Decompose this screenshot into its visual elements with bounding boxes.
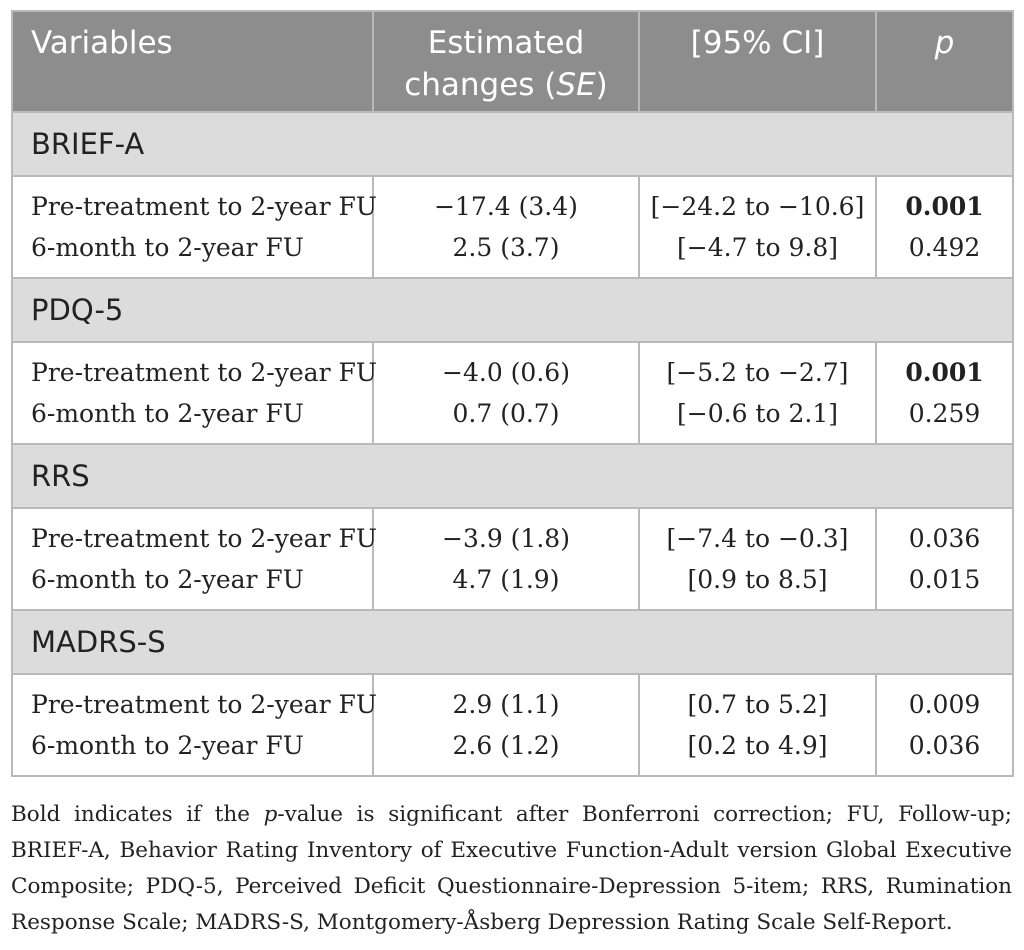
footnote-text-2: -value is significant after Bonferroni c… [11,802,1012,935]
group-row-madrs-s: MADRS-S [11,609,1014,675]
p-cell: 0.036 0.015 [875,507,1014,611]
comparison-label: 6-month to 2-year FU [31,399,304,428]
header-estimated-se: SE [556,67,596,103]
comparison-label: 6-month to 2-year FU [31,731,304,760]
p-value-significant: 0.001 [905,192,984,221]
data-row: Pre-treatment to 2-year FU 6-month to 2-… [11,341,1014,445]
header-row: Variables Estimated changes (SE) [95% CI… [11,10,1014,113]
header-estimated-changes: Estimated changes (SE) [372,10,640,113]
estimate-value: −3.9 (1.8) [442,524,570,553]
comparison-cell: Pre-treatment to 2-year FU 6-month to 2-… [11,341,377,445]
comparison-cell: Pre-treatment to 2-year FU 6-month to 2-… [11,175,377,279]
p-value: 0.492 [908,233,981,262]
ci-cell: [−5.2 to −2.7] [−0.6 to 2.1] [638,341,877,445]
data-row: Pre-treatment to 2-year FU 6-month to 2-… [11,175,1014,279]
estimate-cell: −17.4 (3.4) 2.5 (3.7) [372,175,640,279]
ci-value: [−4.7 to 9.8] [677,233,838,262]
group-row-rrs: RRS [11,443,1014,509]
group-row-pdq-5: PDQ-5 [11,277,1014,343]
group-label: MADRS-S [11,609,1014,675]
header-variables: Variables [11,10,374,113]
results-table: Variables Estimated changes (SE) [95% CI… [11,10,1014,777]
p-cell: 0.001 0.259 [875,341,1014,445]
header-estimated-line1: Estimated [427,25,585,61]
ci-value: [0.7 to 5.2] [687,690,828,719]
ci-value: [−5.2 to −2.7] [666,358,849,387]
p-value: 0.036 [908,731,981,760]
estimate-cell: −4.0 (0.6) 0.7 (0.7) [372,341,640,445]
comparison-cell: Pre-treatment to 2-year FU 6-month to 2-… [11,673,377,777]
ci-value: [−7.4 to −0.3] [666,524,849,553]
ci-cell: [−24.2 to −10.6] [−4.7 to 9.8] [638,175,877,279]
footnote-p-italic: p [263,802,278,827]
group-row-brief-a: BRIEF-A [11,111,1014,177]
results-table-container: Variables Estimated changes (SE) [95% CI… [11,10,1014,777]
ci-cell: [−7.4 to −0.3] [0.9 to 8.5] [638,507,877,611]
comparison-label: Pre-treatment to 2-year FU [31,690,377,719]
p-value: 0.009 [908,690,981,719]
estimate-value: 4.7 (1.9) [452,565,560,594]
estimate-value: −17.4 (3.4) [434,192,578,221]
estimate-value: 2.6 (1.2) [452,731,560,760]
ci-value: [0.9 to 8.5] [687,565,828,594]
estimate-value: −4.0 (0.6) [442,358,570,387]
ci-value: [−0.6 to 2.1] [677,399,838,428]
header-p: p [875,10,1014,113]
p-value-significant: 0.001 [905,358,984,387]
group-label: PDQ-5 [11,277,1014,343]
group-label: RRS [11,443,1014,509]
data-row: Pre-treatment to 2-year FU 6-month to 2-… [11,673,1014,777]
comparison-cell: Pre-treatment to 2-year FU 6-month to 2-… [11,507,377,611]
comparison-label: Pre-treatment to 2-year FU [31,192,377,221]
header-p-text: p [934,25,955,61]
estimate-cell: −3.9 (1.8) 4.7 (1.9) [372,507,640,611]
comparison-label: Pre-treatment to 2-year FU [31,358,377,387]
estimate-value: 2.9 (1.1) [452,690,560,719]
p-cell: 0.009 0.036 [875,673,1014,777]
p-value: 0.036 [908,524,981,553]
table-footnote: Bold indicates if the p-value is signifi… [11,797,1012,941]
estimate-cell: 2.9 (1.1) 2.6 (1.2) [372,673,640,777]
p-cell: 0.001 0.492 [875,175,1014,279]
comparison-label: 6-month to 2-year FU [31,233,304,262]
data-row: Pre-treatment to 2-year FU 6-month to 2-… [11,507,1014,611]
comparison-label: Pre-treatment to 2-year FU [31,524,377,553]
comparison-label: 6-month to 2-year FU [31,565,304,594]
ci-value: [0.2 to 4.9] [687,731,828,760]
footnote-text-1: Bold indicates if the [11,802,264,827]
ci-value: [−24.2 to −10.6] [650,192,865,221]
group-label: BRIEF-A [11,111,1014,177]
estimate-value: 0.7 (0.7) [452,399,560,428]
estimate-value: 2.5 (3.7) [452,233,560,262]
header-estimated-line2-pre: changes ( [404,67,557,103]
p-value: 0.259 [908,399,981,428]
ci-cell: [0.7 to 5.2] [0.2 to 4.9] [638,673,877,777]
header-ci: [95% CI] [638,10,877,113]
p-value: 0.015 [908,565,981,594]
header-estimated-line2-post: ) [595,67,608,103]
